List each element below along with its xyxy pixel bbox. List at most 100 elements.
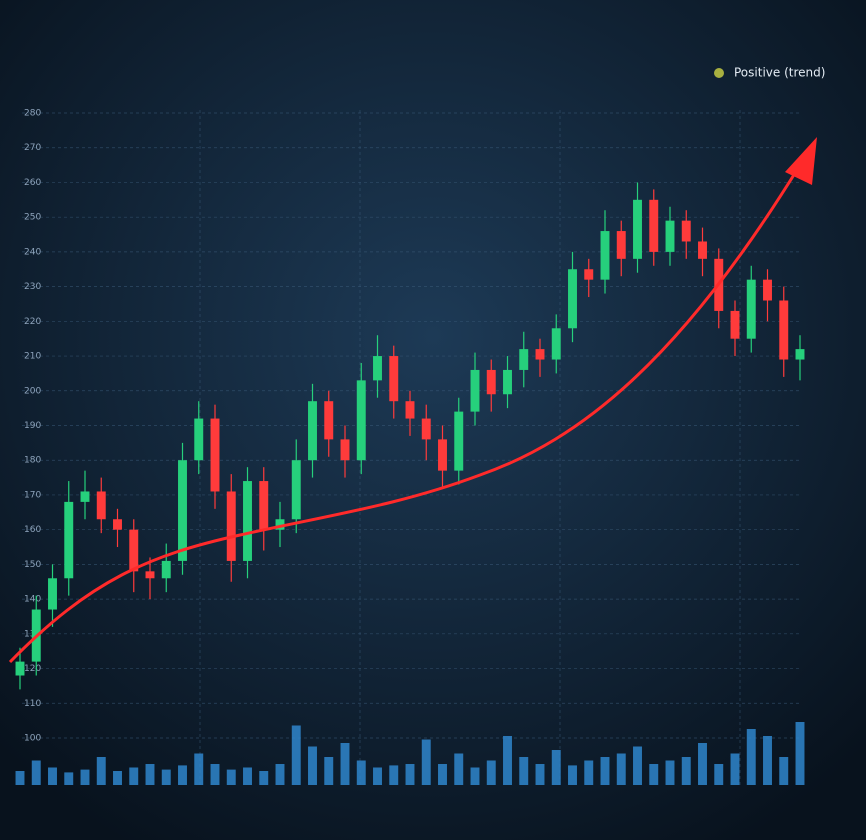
volume-bar [405, 764, 415, 785]
volume-bar [600, 757, 610, 785]
volume-bar [356, 760, 366, 785]
candle-body [438, 439, 447, 471]
candle-body [243, 481, 252, 561]
candle-body [340, 439, 350, 461]
volume-bar [194, 753, 204, 785]
y-tick-label: 200 [24, 386, 41, 396]
volume-bar [584, 760, 594, 785]
y-tick-label: 210 [24, 352, 41, 362]
volume-bar [340, 743, 350, 785]
candle-body [80, 491, 90, 502]
volume-bar [763, 736, 772, 785]
y-tick-label: 230 [24, 282, 41, 292]
candle-body [665, 220, 675, 252]
candle-body [226, 491, 236, 561]
candle-body [730, 310, 740, 339]
volume-bar [178, 765, 187, 785]
volume-bar [438, 764, 447, 785]
candle-body [210, 418, 220, 492]
volume-bar [519, 757, 529, 785]
y-tick-label: 220 [24, 317, 41, 327]
candle-body [568, 269, 577, 329]
candle-body [633, 199, 642, 259]
volume-bar [64, 772, 74, 785]
candle-body [178, 460, 187, 561]
y-tick-label: 110 [24, 699, 41, 709]
candle-body [161, 560, 171, 579]
candle-body [275, 519, 285, 530]
volume-bar [113, 771, 122, 785]
candle-body [145, 571, 155, 579]
candle-body [421, 418, 431, 440]
volume-bar [324, 757, 334, 785]
candle-body [129, 529, 139, 572]
y-tick-label: 170 [24, 490, 41, 500]
volume-bar [48, 767, 57, 785]
volume-bar [96, 757, 106, 785]
volume-bar [746, 729, 756, 785]
candle-body [763, 279, 772, 301]
legend-marker [714, 68, 724, 78]
candle-body [698, 241, 707, 259]
candle-body [405, 401, 415, 419]
candle-body [584, 269, 594, 280]
volume-bar [421, 739, 431, 785]
volume-bar [616, 753, 626, 785]
volume-bar [308, 746, 317, 785]
candle-body [681, 220, 691, 242]
candle-body [486, 369, 496, 395]
candle-body [96, 491, 106, 520]
volume-bar [80, 769, 90, 785]
volume-bar [275, 764, 285, 785]
volume-bar [226, 769, 236, 785]
volume-bar [145, 764, 155, 785]
candle-body [746, 279, 756, 339]
volume-bar [259, 771, 269, 785]
y-tick-label: 250 [24, 213, 41, 223]
volume-bar [31, 760, 41, 785]
candle-body [795, 349, 805, 360]
candle-body [356, 380, 366, 461]
volume-bar [795, 722, 805, 785]
candle-body [64, 501, 74, 579]
volume-bar [681, 757, 691, 785]
y-tick-label: 280 [24, 109, 41, 119]
volume-bar [161, 769, 171, 785]
candle-body [308, 401, 317, 461]
y-tick-label: 140 [24, 595, 41, 605]
volume-bar [730, 753, 740, 785]
candle-body [389, 356, 399, 402]
candle-body [259, 481, 269, 530]
volume-bar [503, 736, 512, 785]
y-tick-label: 160 [24, 525, 41, 535]
y-tick-label: 120 [24, 664, 41, 674]
volume-bar [129, 767, 139, 785]
y-tick-label: 100 [24, 734, 41, 744]
y-tick-label: 240 [24, 247, 41, 257]
volume-bar [649, 764, 659, 785]
y-tick-label: 150 [24, 560, 41, 570]
candle-body [470, 369, 480, 412]
candle-body [373, 356, 382, 381]
volume-bar [389, 765, 399, 785]
candle-body [551, 328, 561, 360]
volume-bar [470, 767, 480, 785]
candle-body [535, 349, 545, 360]
trend-arrow-head [785, 137, 817, 185]
candle-body [48, 578, 57, 610]
y-tick-label: 270 [24, 143, 41, 153]
candle-body [649, 199, 659, 252]
candle-body [779, 300, 789, 360]
candle-body [291, 460, 301, 520]
volume-bar [568, 765, 577, 785]
volume-bar [210, 764, 220, 785]
volume-bar [291, 725, 301, 785]
candle-body [503, 369, 512, 395]
candle-body [519, 349, 529, 370]
candle-body [194, 418, 204, 461]
candle-body [600, 231, 610, 280]
volume-bar [714, 764, 724, 785]
volume-bar [698, 743, 707, 785]
volume-bar [779, 757, 789, 785]
